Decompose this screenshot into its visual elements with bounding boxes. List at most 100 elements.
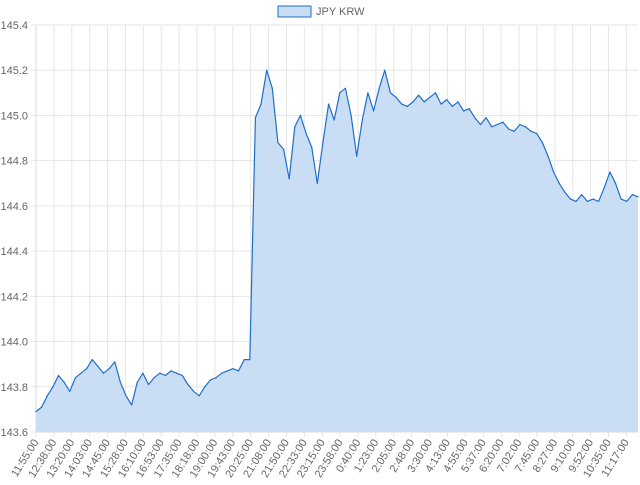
legend-label[interactable]: JPY KRW bbox=[316, 6, 365, 18]
data-point bbox=[530, 130, 532, 132]
data-point bbox=[614, 182, 617, 184]
y-tick-label: 144.4 bbox=[0, 246, 28, 258]
data-point bbox=[491, 126, 493, 128]
data-point bbox=[294, 126, 296, 128]
data-point bbox=[57, 374, 60, 377]
data-point bbox=[102, 372, 105, 374]
data-point bbox=[541, 142, 544, 144]
legend[interactable]: JPY KRW bbox=[277, 5, 365, 18]
series-area bbox=[35, 69, 639, 432]
data-point bbox=[63, 381, 65, 383]
data-point bbox=[108, 368, 110, 370]
data-point bbox=[114, 361, 116, 363]
legend-swatch[interactable] bbox=[277, 5, 312, 18]
data-point bbox=[249, 359, 251, 361]
data-point bbox=[502, 121, 504, 123]
data-point bbox=[215, 377, 217, 379]
y-tick-label: 144.0 bbox=[0, 337, 28, 349]
data-point bbox=[153, 377, 155, 379]
data-point bbox=[46, 395, 48, 397]
data-point bbox=[637, 196, 639, 198]
data-point bbox=[237, 370, 240, 372]
data-point bbox=[474, 117, 476, 119]
y-tick-label: 143.6 bbox=[0, 427, 28, 439]
data-point bbox=[305, 132, 307, 135]
data-point bbox=[187, 383, 189, 386]
data-point bbox=[575, 200, 577, 202]
data-point bbox=[569, 198, 572, 200]
data-point bbox=[221, 372, 223, 374]
data-point bbox=[226, 370, 228, 372]
data-point bbox=[80, 372, 82, 374]
data-point bbox=[192, 390, 195, 392]
data-point bbox=[412, 101, 414, 103]
data-point bbox=[97, 365, 99, 367]
data-point bbox=[468, 108, 470, 110]
data-point bbox=[451, 105, 453, 107]
data-point bbox=[209, 379, 211, 381]
data-point bbox=[260, 103, 262, 105]
data-point bbox=[609, 171, 611, 173]
data-point bbox=[136, 381, 138, 383]
data-point bbox=[564, 191, 566, 193]
data-point bbox=[401, 103, 403, 105]
data-point bbox=[91, 359, 93, 361]
y-tick-label: 145.4 bbox=[0, 20, 28, 32]
data-point bbox=[446, 99, 448, 101]
data-point bbox=[367, 92, 369, 94]
data-point bbox=[536, 132, 538, 135]
data-point bbox=[288, 178, 290, 180]
data-point bbox=[204, 386, 206, 388]
y-tick-label: 143.8 bbox=[0, 382, 28, 394]
data-point bbox=[581, 194, 583, 196]
data-point bbox=[142, 372, 144, 374]
data-point bbox=[558, 182, 560, 184]
data-point bbox=[170, 370, 172, 372]
data-point bbox=[603, 187, 605, 189]
data-point bbox=[440, 103, 442, 105]
data-point bbox=[519, 123, 521, 126]
y-tick-label: 144.8 bbox=[0, 156, 28, 168]
data-point bbox=[513, 130, 515, 132]
data-point bbox=[496, 123, 498, 126]
data-point bbox=[389, 92, 391, 94]
data-point bbox=[378, 87, 380, 89]
data-point bbox=[176, 372, 178, 374]
y-tick-label: 145.2 bbox=[0, 65, 28, 77]
y-tick-label: 144.6 bbox=[0, 201, 28, 213]
series-line bbox=[35, 69, 639, 413]
data-point bbox=[283, 148, 285, 150]
data-point bbox=[299, 114, 301, 116]
data-point bbox=[266, 69, 268, 71]
data-point bbox=[69, 390, 71, 392]
data-point bbox=[434, 92, 437, 94]
data-point bbox=[254, 117, 256, 119]
data-point bbox=[586, 200, 589, 202]
data-point bbox=[232, 368, 234, 370]
data-point bbox=[164, 374, 166, 377]
data-point bbox=[547, 155, 549, 157]
data-point bbox=[159, 372, 161, 374]
data-point bbox=[316, 182, 318, 184]
data-point bbox=[485, 117, 487, 119]
data-point bbox=[243, 359, 245, 361]
data-point bbox=[631, 194, 634, 196]
data-point bbox=[344, 87, 346, 89]
data-point bbox=[508, 128, 510, 130]
data-point bbox=[524, 126, 527, 128]
y-tick-label: 145.0 bbox=[0, 110, 28, 122]
data-point bbox=[147, 383, 150, 386]
data-point bbox=[592, 198, 594, 200]
data-point bbox=[361, 119, 363, 121]
data-point bbox=[620, 198, 622, 200]
data-point bbox=[181, 374, 183, 377]
data-point bbox=[384, 69, 386, 71]
data-point bbox=[41, 406, 43, 408]
data-point bbox=[350, 114, 352, 116]
data-point bbox=[35, 411, 37, 413]
data-point bbox=[131, 404, 133, 406]
data-point bbox=[86, 368, 88, 370]
y-tick-label: 144.2 bbox=[0, 291, 28, 303]
